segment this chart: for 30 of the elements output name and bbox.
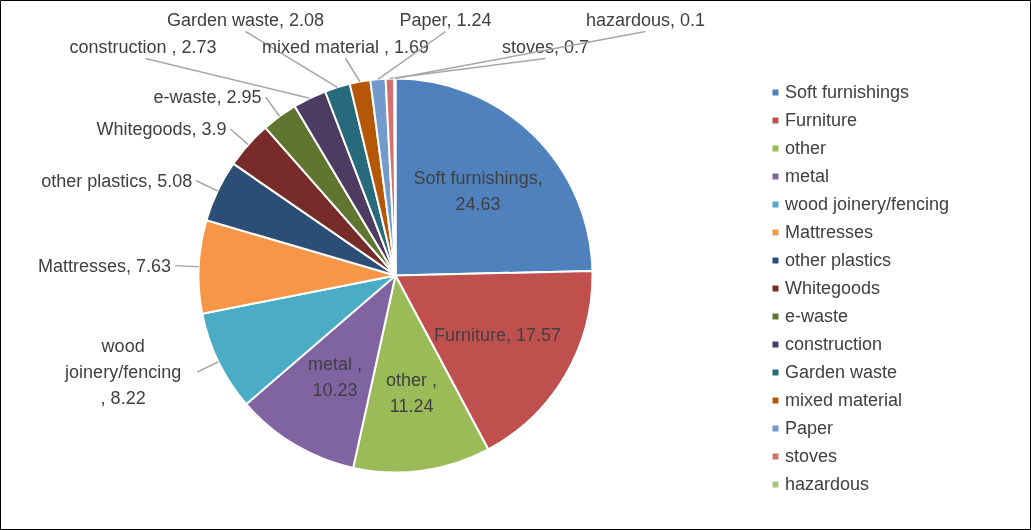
data-label: construction , 2.73: [69, 36, 217, 57]
legend-label: other: [785, 137, 827, 159]
legend-label: wood joinery/fencing: [785, 193, 950, 215]
data-label: wood joinery/fencing , 8.22: [64, 336, 182, 409]
data-label: stoves, 0.7: [501, 36, 590, 57]
legend-label: Soft furnishings: [785, 81, 910, 103]
data-label: Paper, 1.24: [399, 9, 492, 30]
legend-label: stoves: [785, 445, 838, 467]
legend-label: construction: [785, 333, 883, 355]
data-label: mixed material , 1.69: [261, 36, 430, 57]
legend-label: Whitegoods: [785, 277, 881, 299]
data-label: Mattresses, 7.63: [38, 255, 172, 276]
legend-label: Mattresses: [785, 221, 874, 243]
data-label: Furniture, 17.57: [434, 325, 562, 346]
data-label: Garden waste, 2.08: [166, 9, 325, 30]
data-label: Whitegoods, 3.9: [96, 118, 227, 139]
legend-label: mixed material: [785, 389, 903, 411]
legend-label: hazardous: [785, 473, 870, 495]
data-label: Soft furnishings, 24.63: [413, 167, 543, 214]
data-label: e-waste, 2.95: [153, 86, 262, 107]
data-label: metal , 10.23: [307, 354, 362, 401]
legend-label: other plastics: [785, 249, 892, 271]
legend-label: Garden waste: [785, 361, 898, 383]
data-label: hazardous, 0.1: [585, 9, 706, 30]
data-label: other plastics, 5.08: [41, 170, 193, 191]
legend-label: Furniture: [785, 109, 858, 131]
legend-label: metal: [785, 165, 830, 187]
data-label: other , 11.24: [386, 369, 438, 416]
legend-label: Paper: [785, 417, 834, 439]
legend-label: e-waste: [785, 305, 849, 327]
